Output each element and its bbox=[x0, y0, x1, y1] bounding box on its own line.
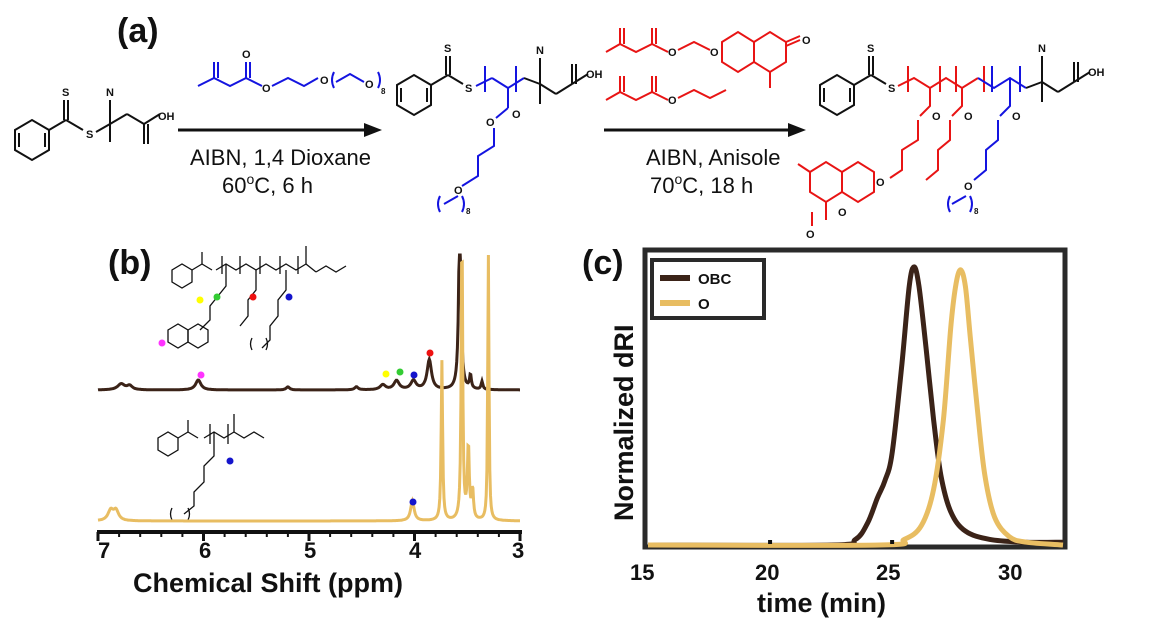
nmr-tick-4: 4 bbox=[409, 538, 422, 563]
peak-marker-red bbox=[426, 349, 434, 357]
svg-text:O: O bbox=[1012, 111, 1021, 123]
svg-text:O: O bbox=[320, 75, 329, 87]
svg-text:N: N bbox=[1038, 43, 1046, 55]
gpc-x-axis-title: time (min) bbox=[757, 588, 886, 618]
marker-green bbox=[213, 293, 221, 301]
nmr-tick-5: 5 bbox=[304, 538, 316, 563]
marker-red bbox=[249, 293, 257, 301]
svg-text:OH: OH bbox=[1088, 67, 1105, 79]
monomer-coumarin: O O O bbox=[605, 28, 811, 88]
step2-conditions-1: AIBN, Anisole bbox=[646, 145, 781, 170]
svg-text:8: 8 bbox=[974, 207, 979, 216]
monomer-butyl-methacrylate: O bbox=[605, 76, 727, 107]
svg-text:O: O bbox=[365, 79, 374, 91]
gpc-tick-mark bbox=[890, 540, 895, 544]
gpc-tick-30: 30 bbox=[998, 560, 1022, 585]
peak-marker-green bbox=[396, 368, 404, 376]
step2-conditions-2: 70oC, 18 h bbox=[650, 171, 753, 198]
step1-conditions-2: 60oC, 6 h bbox=[222, 171, 313, 198]
nmr-x-axis-title: Chemical Shift (ppm) bbox=[133, 568, 403, 598]
svg-text:OH: OH bbox=[586, 69, 603, 81]
gpc-y-axis-title: Normalized dRI bbox=[609, 324, 639, 521]
nmr-copolymer-structure bbox=[167, 246, 347, 351]
marker-magenta bbox=[158, 339, 166, 347]
svg-text:N: N bbox=[106, 87, 114, 99]
marker-yellow bbox=[196, 296, 204, 304]
macro-cta-structure: S S N OH O O O 8 bbox=[396, 43, 603, 216]
svg-text:OH: OH bbox=[158, 111, 175, 123]
svg-text:S: S bbox=[465, 83, 472, 95]
gpc-traces bbox=[647, 264, 1064, 548]
panel-c-label: (c) bbox=[582, 244, 624, 282]
svg-text:O: O bbox=[838, 207, 847, 219]
svg-text:S: S bbox=[86, 129, 93, 141]
nmr-spectra bbox=[97, 253, 520, 523]
svg-text:O: O bbox=[262, 83, 271, 95]
gpc-tick-25: 25 bbox=[876, 560, 900, 585]
gpc-tick-20: 20 bbox=[755, 560, 779, 585]
marker-blue bbox=[285, 293, 293, 301]
panel-b-label: (b) bbox=[108, 244, 151, 282]
panel-a-label: (a) bbox=[117, 12, 159, 50]
gpc-series-o bbox=[647, 267, 1064, 548]
peak-marker-blue-o bbox=[409, 498, 417, 506]
svg-text:S: S bbox=[888, 83, 895, 95]
reaction-arrow-2 bbox=[604, 123, 806, 137]
gpc-tick-mark bbox=[768, 540, 773, 544]
cta-structure: S S N OH bbox=[14, 87, 175, 162]
svg-text:S: S bbox=[867, 43, 874, 55]
svg-text:O: O bbox=[932, 111, 941, 123]
gpc-legend: OBC O bbox=[650, 258, 766, 320]
svg-text:S: S bbox=[62, 87, 69, 99]
gpc-series-obc bbox=[647, 264, 1064, 548]
svg-text:O: O bbox=[242, 49, 251, 61]
peak-marker-yellow bbox=[382, 370, 390, 378]
monomer-pegma: O O O O 8 bbox=[197, 49, 386, 96]
legend-label-o: O bbox=[698, 296, 710, 313]
reaction-arrow-1 bbox=[178, 123, 382, 137]
svg-text:O: O bbox=[668, 95, 677, 107]
nmr-tick-3: 3 bbox=[512, 538, 524, 563]
nmr-trace-obc bbox=[97, 253, 520, 392]
svg-text:O: O bbox=[802, 35, 811, 47]
svg-text:O: O bbox=[806, 229, 815, 241]
legend-label-obc: OBC bbox=[698, 271, 732, 288]
svg-text:O: O bbox=[512, 109, 521, 121]
marker-blue-2 bbox=[226, 457, 234, 465]
svg-text:O: O bbox=[710, 47, 719, 59]
svg-text:O: O bbox=[964, 111, 973, 123]
svg-text:O: O bbox=[454, 185, 463, 197]
peak-marker-blue bbox=[410, 371, 418, 379]
svg-text:O: O bbox=[964, 181, 973, 193]
peak-marker-magenta bbox=[197, 371, 205, 379]
nmr-trace-o bbox=[97, 254, 520, 523]
svg-text:O: O bbox=[668, 47, 677, 59]
svg-text:O: O bbox=[876, 177, 885, 189]
svg-text:8: 8 bbox=[381, 87, 386, 96]
gpc-tick-15: 15 bbox=[630, 560, 654, 585]
nmr-tick-6: 6 bbox=[199, 538, 211, 563]
svg-text:O: O bbox=[486, 117, 495, 129]
svg-text:8: 8 bbox=[466, 207, 471, 216]
svg-text:S: S bbox=[444, 43, 451, 55]
nmr-macro-cta-structure bbox=[157, 414, 265, 521]
nmr-x-axis bbox=[96, 530, 522, 541]
nmr-tick-7: 7 bbox=[98, 538, 110, 563]
svg-text:N: N bbox=[536, 45, 544, 57]
copolymer-structure: S S N OH O O O O O bbox=[797, 43, 1105, 241]
step1-conditions-1: AIBN, 1,4 Dioxane bbox=[190, 145, 371, 170]
